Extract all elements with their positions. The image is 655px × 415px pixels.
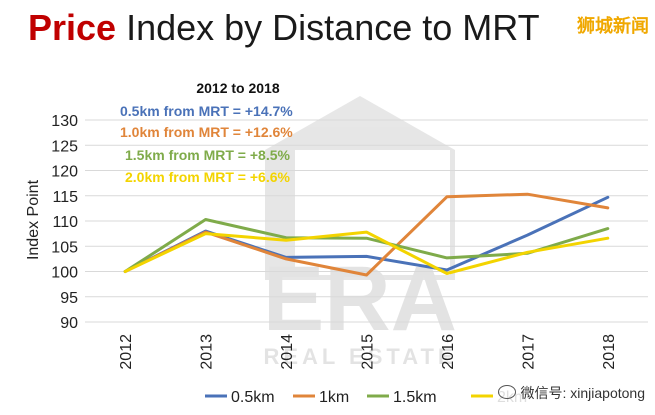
x-tick-2014: 2014 bbox=[279, 334, 296, 370]
x-tick-2012: 2012 bbox=[118, 334, 135, 370]
x-tick-2013: 2013 bbox=[199, 334, 216, 370]
x-tick-2018: 2018 bbox=[601, 334, 618, 370]
legend-label-1km: 1km bbox=[319, 389, 349, 406]
annotation-1-0km: 1.0km from MRT = +12.6% bbox=[120, 124, 293, 140]
y-tick-110: 110 bbox=[52, 214, 78, 231]
series-lines bbox=[123, 192, 610, 277]
y-tick-125: 125 bbox=[51, 138, 78, 155]
x-tick-2015: 2015 bbox=[360, 334, 377, 370]
x-tick-2017: 2017 bbox=[520, 334, 537, 370]
y-tick-120: 120 bbox=[51, 164, 78, 181]
wechat-label: 微信号: xinjiapotong bbox=[520, 385, 645, 401]
y-axis-ticks: 90 95 100 105 110 115 120 125 130 bbox=[51, 113, 78, 332]
series-line-1km bbox=[123, 192, 610, 277]
legend-label-0.5km: 0.5km bbox=[231, 389, 275, 406]
chart-title-rest: Index by Distance to MRT bbox=[116, 7, 540, 48]
source-watermark: 狮城新闻 bbox=[577, 16, 649, 36]
wechat-watermark: 微信号: xinjiapotong bbox=[496, 383, 647, 403]
series-line-2km bbox=[123, 230, 610, 275]
annotation-heading: 2012 to 2018 bbox=[196, 80, 279, 96]
y-tick-105: 105 bbox=[51, 239, 78, 256]
y-tick-115: 115 bbox=[52, 189, 78, 206]
y-tick-95: 95 bbox=[60, 290, 78, 307]
legend-label-1.5km: 1.5km bbox=[393, 389, 437, 406]
annotation-1-5km: 1.5km from MRT = +8.5% bbox=[125, 147, 291, 163]
y-tick-130: 130 bbox=[51, 113, 78, 130]
chart-title-accent: Price bbox=[28, 7, 117, 48]
y-axis-label: Index Point bbox=[25, 179, 42, 260]
chart-title: Price Index by Distance to MRT bbox=[28, 0, 540, 56]
change-annotations: 2012 to 2018 0.5km from MRT = +14.7% 1.0… bbox=[120, 80, 293, 185]
wechat-icon bbox=[498, 385, 517, 399]
y-tick-90: 90 bbox=[60, 315, 78, 332]
x-tick-2016: 2016 bbox=[440, 334, 457, 370]
y-tick-100: 100 bbox=[51, 265, 78, 282]
x-axis-ticks: 2012 2013 2014 2015 2016 2017 2018 bbox=[118, 334, 618, 370]
annotation-2-0km: 2.0km from MRT = +6.6% bbox=[125, 169, 291, 185]
annotation-0-5km: 0.5km from MRT = +14.7% bbox=[120, 103, 293, 119]
logo-subtext: REAL ESTATE bbox=[263, 344, 456, 369]
